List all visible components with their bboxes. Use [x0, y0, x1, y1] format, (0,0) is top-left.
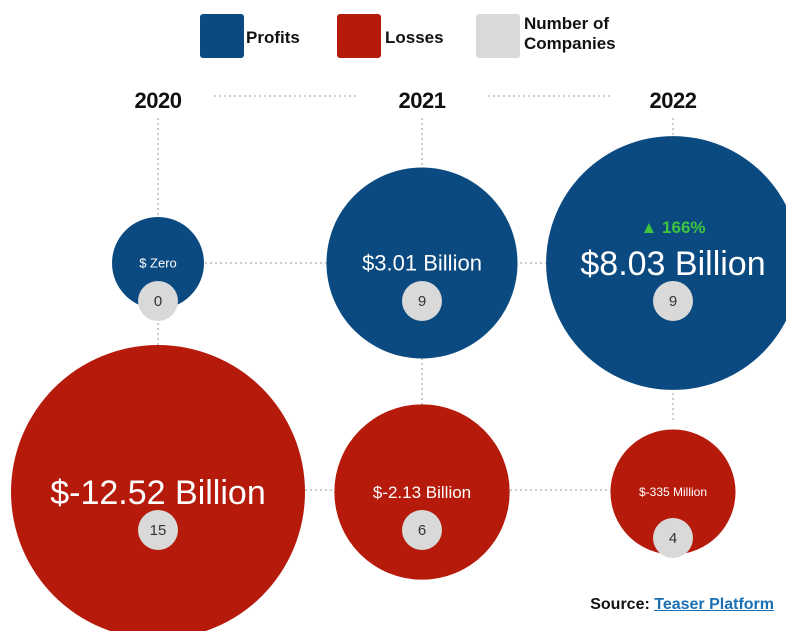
legend-label-profits: Profits	[246, 28, 300, 47]
year-label-2022: 2022	[649, 88, 697, 113]
bubble-label-losses-2022: $-335 Million	[639, 485, 707, 499]
company-count-losses-2021: 6	[418, 522, 426, 539]
bubble-profits-2020	[112, 217, 204, 309]
company-count-circle-losses-2020	[138, 510, 178, 550]
legend-label-companies: Number of Companies	[524, 14, 616, 53]
bubble-label-profits-2022: $8.03 Billion	[580, 245, 765, 283]
company-count-losses-2020: 15	[150, 522, 167, 539]
company-count-circle-profits-2020	[138, 281, 178, 321]
bubble-label-profits-2021: $3.01 Billion	[362, 251, 482, 276]
company-count-profits-2021: 9	[418, 293, 426, 310]
legend-label-losses: Losses	[385, 28, 444, 47]
bubble-profits-2021	[326, 167, 518, 359]
bubble-label-losses-2020: $-12.52 Billion	[50, 474, 265, 512]
bubble-losses-2020	[11, 345, 305, 631]
company-count-losses-2022: 4	[669, 530, 677, 547]
legend-swatch-companies	[476, 14, 520, 58]
bubble-label-profits-2020: $ Zero	[139, 256, 177, 271]
legend-swatch-profits	[200, 14, 244, 58]
source-prefix: Source:	[590, 596, 650, 613]
year-label-2020: 2020	[134, 88, 182, 113]
bubble-losses-2021	[334, 404, 510, 580]
legend-swatch-losses	[337, 14, 381, 58]
growth-annotation-0: ▲ 166%	[640, 218, 705, 237]
year-label-2021: 2021	[398, 88, 446, 113]
company-count-circle-losses-2021	[402, 510, 442, 550]
source-line: Source: Teaser Platform	[590, 596, 774, 614]
company-count-circle-profits-2021	[402, 281, 442, 321]
bubble-profits-2022	[546, 136, 786, 390]
source-link[interactable]: Teaser Platform	[654, 596, 774, 613]
bubble-losses-2022	[610, 429, 736, 555]
company-count-circle-losses-2022	[653, 518, 693, 558]
company-count-circle-profits-2022	[653, 281, 693, 321]
bubble-label-losses-2021: $-2.13 Billion	[373, 483, 471, 502]
company-count-profits-2020: 0	[154, 293, 162, 310]
company-count-profits-2022: 9	[669, 293, 677, 310]
bubbles-layer: $ Zero 0 $3.01 Billion 9 $8.03 Billion 9 $-12.…	[11, 136, 786, 631]
